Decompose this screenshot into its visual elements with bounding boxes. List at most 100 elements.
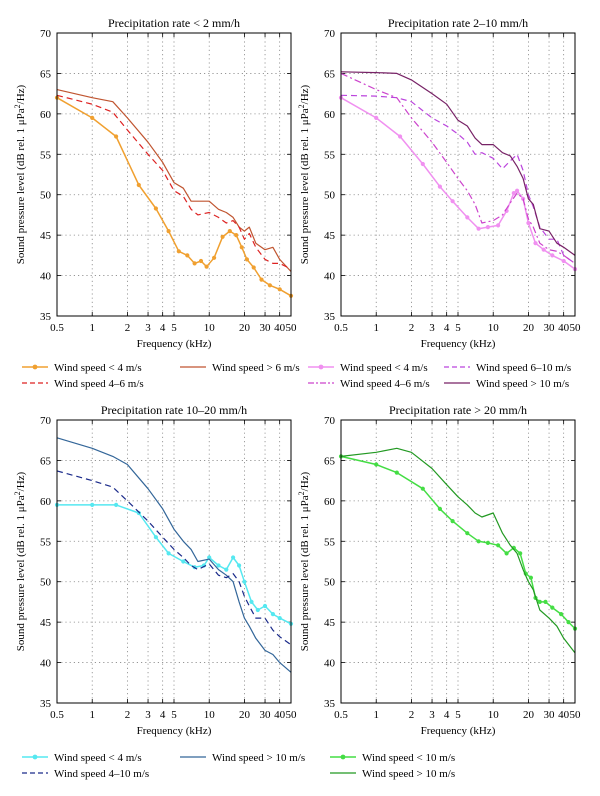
series-3 xyxy=(56,94,292,270)
chart-title: Precipitation rate 10–20 mm/h xyxy=(101,403,247,417)
data-point xyxy=(374,115,379,120)
legend-label: Wind speed > 6 m/s xyxy=(212,362,300,374)
y-tick-label: 70 xyxy=(40,415,52,427)
series-line xyxy=(56,89,292,272)
data-point xyxy=(420,161,425,167)
x-tick-label: 20 xyxy=(523,709,535,721)
x-tick-label: 40 xyxy=(274,709,286,721)
legend-label: Wind speed 6–10 m/s xyxy=(476,362,571,374)
data-point xyxy=(207,555,212,560)
data-point xyxy=(476,539,481,544)
x-tick-label: 50 xyxy=(286,322,298,334)
x-tick-label: 3 xyxy=(429,322,435,334)
data-point xyxy=(533,241,538,246)
legend-label: Wind speed < 4 m/s xyxy=(54,752,142,764)
data-point xyxy=(114,134,119,139)
y-tick-label: 70 xyxy=(324,28,336,40)
legend-label: Wind speed > 10 m/s xyxy=(476,378,569,390)
y-tick-label: 40 xyxy=(324,271,336,283)
data-point xyxy=(465,531,470,536)
data-point xyxy=(543,599,548,605)
legend-label: Wind speed < 4 m/s xyxy=(54,362,142,374)
data-point xyxy=(485,225,490,230)
y-tick-label: 35 xyxy=(324,311,336,323)
data-point xyxy=(220,234,225,239)
x-tick-label: 2 xyxy=(409,709,415,721)
x-tick-label: 5 xyxy=(455,709,461,721)
data-point xyxy=(136,182,141,188)
series-3 xyxy=(56,470,292,646)
data-point xyxy=(166,229,171,234)
series-line xyxy=(340,94,576,264)
x-tick-label: 50 xyxy=(286,709,298,721)
y-tick-label: 60 xyxy=(40,109,52,121)
legend: Wind speed < 4 m/s Wind speed > 6 m/s Wind… xyxy=(22,362,300,390)
data-point xyxy=(227,229,232,234)
x-tick-label: 1 xyxy=(89,322,95,334)
x-tick-label: 10 xyxy=(204,322,216,334)
x-tick-label: 20 xyxy=(239,322,251,334)
legend-item: Wind speed 4–6 m/s xyxy=(308,378,430,390)
data-point xyxy=(515,188,520,193)
data-point xyxy=(204,264,209,269)
plot-frame xyxy=(56,32,292,317)
y-tick-label: 65 xyxy=(40,455,52,467)
data-point xyxy=(153,206,158,211)
y-tick-label: 55 xyxy=(40,536,52,548)
data-point xyxy=(262,603,268,609)
data-point xyxy=(420,486,425,491)
data-point xyxy=(537,599,542,605)
y-axis-label: Sound pressure level (dB rel. 1 μPa2/Hz) xyxy=(297,471,311,651)
y-tick-label: 35 xyxy=(40,698,52,710)
series-4 xyxy=(340,71,576,256)
x-tick-label: 30 xyxy=(260,709,272,721)
data-point xyxy=(249,599,254,605)
data-point xyxy=(277,287,282,292)
data-point xyxy=(255,607,260,613)
x-tick-label: 4 xyxy=(444,709,450,721)
data-point xyxy=(185,253,190,258)
x-tick-label: 50 xyxy=(570,322,582,334)
x-tick-label: 40 xyxy=(558,322,570,334)
data-point xyxy=(550,605,555,610)
legend: Wind speed < 4 m/s Wind speed > 10 m/s Win… xyxy=(22,752,305,780)
data-point xyxy=(476,226,481,231)
y-axis-label: Sound pressure level (dB rel. 1 μPa2/Hz) xyxy=(13,84,27,264)
data-point xyxy=(504,551,509,556)
series-1 xyxy=(54,502,294,626)
x-tick-label: 5 xyxy=(455,322,461,334)
data-point xyxy=(176,249,181,254)
x-tick-label: 10 xyxy=(488,322,500,334)
data-point xyxy=(270,612,275,617)
legend-marker xyxy=(32,364,38,370)
chart-title: Precipitation rate 2–10 mm/h xyxy=(388,16,528,30)
y-tick-label: 50 xyxy=(324,577,336,589)
chart-panel-1: 0.5 1 2 3 4 5 10 20 30 40 503540455055606570Precip… xyxy=(13,16,300,390)
data-point xyxy=(251,265,256,270)
y-tick-label: 65 xyxy=(324,455,336,467)
data-point xyxy=(153,535,158,540)
legend-item: Wind speed 4–6 m/s xyxy=(22,378,144,390)
y-tick-label: 60 xyxy=(40,496,52,508)
x-tick-label: 20 xyxy=(523,322,535,334)
plot-frame xyxy=(340,32,576,317)
series-2 xyxy=(340,447,576,654)
chart-panel-2: 0.5 1 2 3 4 5 10 20 30 40 503540455055606570Precip… xyxy=(297,16,581,390)
y-tick-label: 40 xyxy=(40,658,52,670)
x-tick-label: 4 xyxy=(160,322,166,334)
x-tick-label: 2 xyxy=(125,322,131,334)
y-tick-label: 55 xyxy=(324,149,336,161)
data-point xyxy=(374,462,379,467)
x-tick-label: 4 xyxy=(444,322,450,334)
data-point xyxy=(259,277,264,282)
x-tick-label: 0.5 xyxy=(50,709,64,721)
x-tick-label: 40 xyxy=(558,709,570,721)
data-point xyxy=(526,220,531,226)
legend-marker xyxy=(32,754,38,760)
legend-item: Wind speed > 10 m/s xyxy=(444,378,569,390)
y-tick-label: 45 xyxy=(324,230,336,242)
series-line xyxy=(56,470,292,646)
x-axis-label: Frequency (kHz) xyxy=(137,338,212,350)
legend-item: Wind speed < 4 m/s xyxy=(308,362,428,374)
data-point xyxy=(192,261,197,266)
